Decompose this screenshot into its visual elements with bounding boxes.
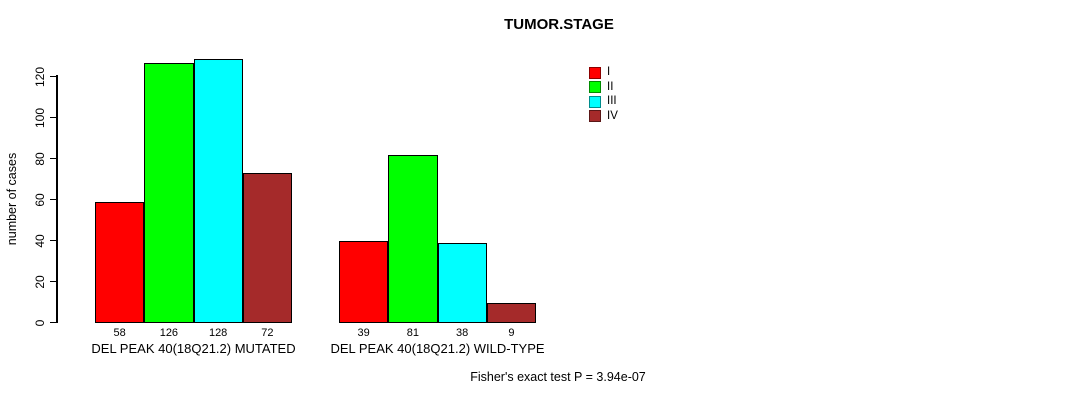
legend-row: III xyxy=(589,95,618,108)
chart-title: TUMOR.STAGE xyxy=(504,16,614,33)
bar-stage-III xyxy=(437,243,487,323)
legend-swatch xyxy=(589,81,601,93)
legend-swatch xyxy=(589,110,601,122)
bar-value-label: 81 xyxy=(406,327,419,339)
bar-value-label: 128 xyxy=(208,327,228,339)
bar-stage-IV xyxy=(486,302,536,323)
legend-label: III xyxy=(607,95,617,107)
y-tick-mark xyxy=(50,239,57,242)
bar-value-label: 58 xyxy=(113,327,126,339)
legend-label: IV xyxy=(607,109,618,122)
bar-value-label: 9 xyxy=(508,327,515,339)
group-label: DEL PEAK 40(18Q21.2) MUTATED xyxy=(91,341,296,356)
y-tick-label: 120 xyxy=(33,66,47,87)
legend-swatch xyxy=(589,66,601,79)
legend: I II III IV xyxy=(589,66,618,123)
y-tick-label: 100 xyxy=(33,107,47,128)
legend-label: I xyxy=(607,66,611,78)
legend-row: IV xyxy=(589,110,618,123)
y-tick-label: 0 xyxy=(33,319,47,326)
y-tick-mark xyxy=(50,75,57,78)
bar-value-label: 39 xyxy=(357,327,370,339)
bar-stage-I xyxy=(95,202,145,323)
y-tick-mark xyxy=(50,280,57,283)
y-tick-mark xyxy=(50,157,57,160)
fisher-test-annotation: Fisher's exact test P = 3.94e-07 xyxy=(470,370,646,384)
legend-label: II xyxy=(607,80,614,93)
legend-row: II xyxy=(589,81,618,94)
bar-stage-I xyxy=(339,241,389,323)
y-tick-label: 80 xyxy=(33,151,47,166)
bar-stage-IV xyxy=(242,173,292,323)
bar-value-label: 126 xyxy=(159,327,179,339)
legend-swatch xyxy=(589,95,601,108)
y-axis-label: number of cases xyxy=(5,152,19,246)
y-tick-label: 60 xyxy=(33,192,47,207)
bar-stage-II xyxy=(144,62,194,323)
group-label: DEL PEAK 40(18Q21.2) WILD-TYPE xyxy=(330,341,545,356)
bar-value-label: 72 xyxy=(261,327,274,339)
y-tick-mark xyxy=(50,198,57,201)
bar-stage-III xyxy=(193,58,243,323)
y-tick-label: 20 xyxy=(33,274,47,289)
y-tick-mark xyxy=(50,321,57,324)
y-tick-label: 40 xyxy=(33,233,47,248)
legend-row: I xyxy=(589,66,618,79)
bar-stage-II xyxy=(388,154,438,323)
y-tick-mark xyxy=(50,116,57,119)
bar-value-label: 38 xyxy=(456,327,469,339)
